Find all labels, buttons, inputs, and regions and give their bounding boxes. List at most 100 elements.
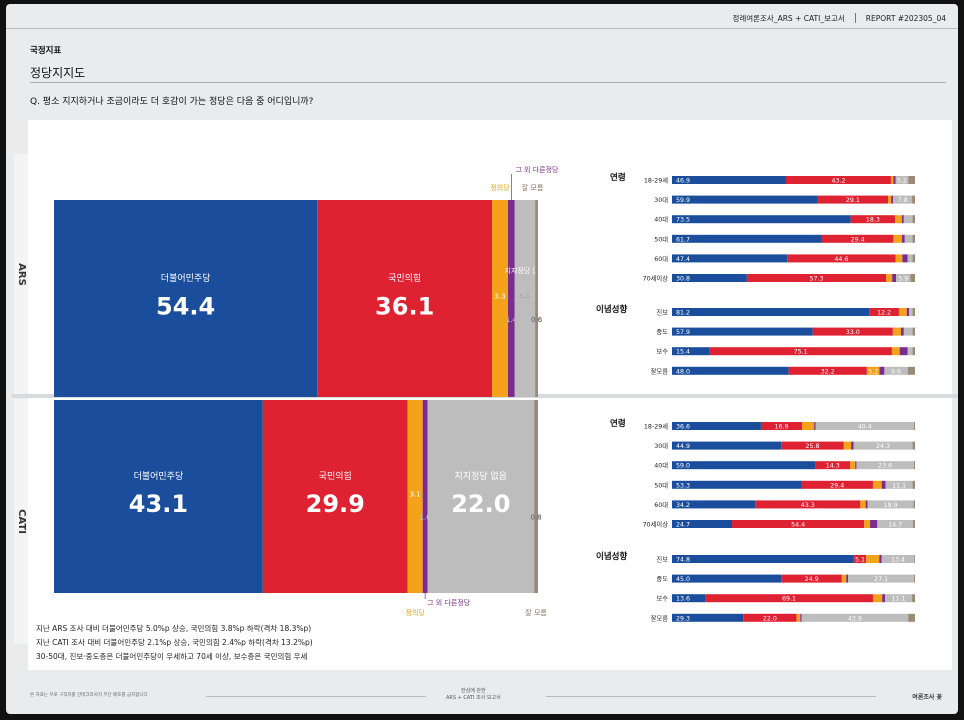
small-bar-3-0-0-4 <box>815 422 914 430</box>
small-bar-2-0-3-2 <box>893 234 902 243</box>
small-bar-label-3-1-1-4: 27.1 <box>874 576 888 583</box>
small-bar-2-1-1-4 <box>903 327 913 336</box>
small-bar-3-0-3-2 <box>872 480 882 489</box>
small-bar-2-0-0-3 <box>893 176 896 184</box>
row-label-3-0-4: 60대 <box>654 501 668 509</box>
small-bar-label-2-1-1-0: 57.9 <box>676 329 690 336</box>
title-rule <box>30 82 946 83</box>
small-bar-label-3-0-3-4: 11.1 <box>892 482 906 489</box>
small-bar-2-1-1-5 <box>912 327 915 336</box>
big-bar-CATI-4 <box>427 400 535 593</box>
small-bar-3-0-2-5 <box>913 461 915 470</box>
small-bar-2-0-2-5 <box>912 215 915 224</box>
small-bar-label-3-1-0-0: 74.8 <box>676 557 690 564</box>
small-bar-label-2-0-2-0: 73.5 <box>676 217 690 224</box>
small-bar-2-1-3-3 <box>879 366 885 375</box>
small-bar-2-1-0-0 <box>672 308 870 316</box>
small-bar-3-1-1-5 <box>914 574 915 583</box>
small-bar-2-1-0-1 <box>869 308 899 316</box>
small-bar-3-1-2-0 <box>672 594 706 603</box>
small-bar-3-1-1-2 <box>841 574 847 583</box>
small-bar-2-0-1-3 <box>891 195 894 204</box>
big-bar-value-ARS-3: 1.4 <box>506 316 518 324</box>
small-bar-label-2-0-2-1: 18.3 <box>866 217 880 224</box>
group-label-2-0: 연령 <box>610 172 626 183</box>
small-bar-label-2-0-4-1: 44.6 <box>834 256 848 263</box>
row-label-3-1-2: 보수 <box>656 595 668 603</box>
big-bar-ARS-5 <box>535 200 538 397</box>
big-bar-name-CATI-1: 국민의힘 <box>319 471 352 482</box>
group-label-3-0: 연령 <box>610 418 626 429</box>
big-bar-name-ARS-1: 국민의힘 <box>388 273 421 284</box>
small-bar-3-0-3-0 <box>672 480 802 489</box>
small-bar-3-0-0-3 <box>814 422 816 430</box>
small-bar-3-0-0-2 <box>802 422 815 430</box>
row-label-2-1-1: 중도 <box>656 328 668 336</box>
tab-cati[interactable]: CATI <box>14 399 28 644</box>
small-bar-label-2-0-5-0: 30.8 <box>676 276 690 283</box>
small-bar-2-0-4-2 <box>895 254 903 263</box>
notes: 지난 ARS 조사 대비 더불어민주당 5.0%p 상승, 국민의힘 3.8%p… <box>36 622 313 664</box>
small-bar-2-0-5-4 <box>896 274 911 282</box>
small-bar-label-3-0-1-0: 44.9 <box>676 443 690 450</box>
small-bar-3-1-0-3 <box>879 555 882 563</box>
small-bar-label-3-1-2-1: 69.1 <box>782 596 796 603</box>
small-bar-3-0-1-3 <box>851 441 854 450</box>
small-bar-3-1-2-2 <box>872 594 883 603</box>
small-bar-3-0-1-0 <box>672 441 782 450</box>
row-label-3-1-0: 진보 <box>656 555 668 564</box>
small-bar-label-2-0-0-4: 5.2 <box>897 178 907 185</box>
small-bar-label-2-0-4-0: 47.4 <box>676 256 690 263</box>
big-bar-CATI-0 <box>54 400 263 593</box>
small-bar-3-1-2-4 <box>885 594 913 603</box>
ext-label-CATI-2: 정의당 <box>406 608 426 617</box>
big-bar-name-CATI-0: 더불어민주당 <box>134 471 184 482</box>
small-bar-3-1-0-1 <box>853 555 867 563</box>
small-bar-3-0-4-3 <box>865 500 868 509</box>
small-bar-label-2-0-1-1: 29.1 <box>846 197 860 204</box>
small-bar-label-3-0-4-0: 34.2 <box>676 502 690 509</box>
big-bar-CATI-1 <box>262 400 408 593</box>
footer-center-line1: 한심에 관한 <box>461 688 486 694</box>
small-bar-2-0-4-5 <box>912 254 915 263</box>
small-bar-3-0-1-4 <box>853 441 913 450</box>
small-bar-2-0-1-4 <box>893 195 913 204</box>
report-title: 정례여론조사_ARS + CATI_보고서 <box>732 13 845 23</box>
big-bar-value-ARS-5: 0.6 <box>531 316 543 324</box>
small-bar-label-2-0-3-0: 61.7 <box>676 236 690 243</box>
small-bar-3-1-3-3 <box>800 613 802 622</box>
small-bar-3-0-4-1 <box>755 500 861 509</box>
row-label-3-0-0: 18-29세 <box>644 422 668 431</box>
small-bar-label-3-1-3-1: 22.0 <box>763 615 777 622</box>
small-bar-2-1-2-5 <box>912 347 915 356</box>
small-bar-3-0-3-4 <box>885 480 913 489</box>
small-bar-2-1-2-3 <box>899 347 908 356</box>
report-number: REPORT #202305_04 <box>865 13 946 23</box>
footer-brand: 여론조사 꽃 <box>912 694 942 701</box>
small-bar-2-0-0-0 <box>672 176 786 184</box>
big-bar-ARS-2 <box>492 200 508 397</box>
small-bar-2-0-0-4 <box>895 176 909 184</box>
tab-ars[interactable]: ARS <box>14 154 28 394</box>
small-bar-2-1-1-1 <box>812 327 893 336</box>
small-bar-2-0-4-0 <box>672 254 788 263</box>
big-bar-value-ARS-0: 54.4 <box>156 292 215 320</box>
small-bar-3-0-5-1 <box>732 520 865 528</box>
big-bar-value-ARS-1: 36.1 <box>375 292 434 320</box>
small-bar-3-1-0-0 <box>672 555 854 563</box>
small-bar-label-3-0-5-1: 54.4 <box>791 522 805 529</box>
small-bar-3-0-0-0 <box>672 422 761 430</box>
row-label-2-1-2: 보수 <box>656 348 668 356</box>
ext-label-ARS-5: 잘 모름 <box>522 184 544 192</box>
small-bar-2-1-0-3 <box>906 308 910 316</box>
small-bar-label-3-0-2-0: 59.0 <box>676 463 690 470</box>
big-bar-CATI-2 <box>407 400 423 593</box>
small-bar-label-3-1-0-1: 5.1 <box>855 557 865 564</box>
small-bar-2-1-3-0 <box>672 366 789 375</box>
small-bar-2-0-0-5 <box>908 176 915 184</box>
row-label-3-0-1: 30대 <box>654 442 668 450</box>
small-bar-3-0-4-0 <box>672 500 756 509</box>
big-bar-ARS-4 <box>514 200 536 397</box>
small-bar-label-2-1-3-2: 5.2 <box>868 368 878 375</box>
small-bar-3-1-3-5 <box>908 613 915 622</box>
